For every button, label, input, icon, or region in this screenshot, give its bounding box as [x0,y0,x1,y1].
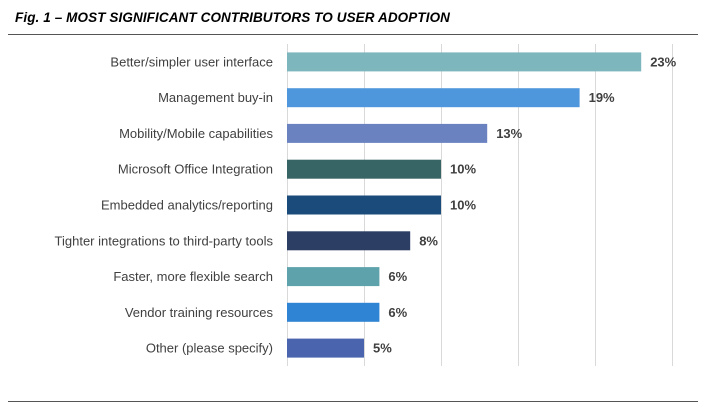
bar [287,123,488,143]
data-label: 8% [419,233,438,248]
category-label: Management buy-in [158,90,273,105]
data-label: 10% [450,162,476,177]
data-label: 6% [388,269,407,284]
data-label: 13% [496,126,522,141]
top-rule [8,34,698,35]
category-label: Vendor training resources [125,305,274,320]
bar [287,88,580,108]
bar [287,338,364,358]
data-label: 19% [589,90,615,105]
bar [287,195,441,215]
chart-title: Fig. 1 – MOST SIGNIFICANT CONTRIBUTORS T… [15,10,451,25]
data-label: 23% [650,54,676,69]
category-label: Faster, more flexible search [113,269,273,284]
bar [287,302,380,322]
data-label: 5% [373,341,392,356]
category-label: Embedded analytics/reporting [101,198,273,213]
category-label: Better/simpler user interface [110,54,273,69]
data-labels: 23% 19% 13% 10% 10% 8% 6% 6% 5% [373,54,677,355]
category-label: Other (please specify) [146,341,273,356]
bar [287,159,441,179]
category-label: Tighter integrations to third-party tool… [55,233,274,248]
bar [287,267,380,287]
bar [287,231,411,251]
bars [287,52,642,358]
category-label: Microsoft Office Integration [118,162,273,177]
category-label: Mobility/Mobile capabilities [119,126,273,141]
bottom-rule [8,401,698,402]
bar [287,52,642,72]
category-labels: Better/simpler user interface Management … [55,54,274,355]
data-label: 6% [388,305,407,320]
data-label: 10% [450,198,476,213]
